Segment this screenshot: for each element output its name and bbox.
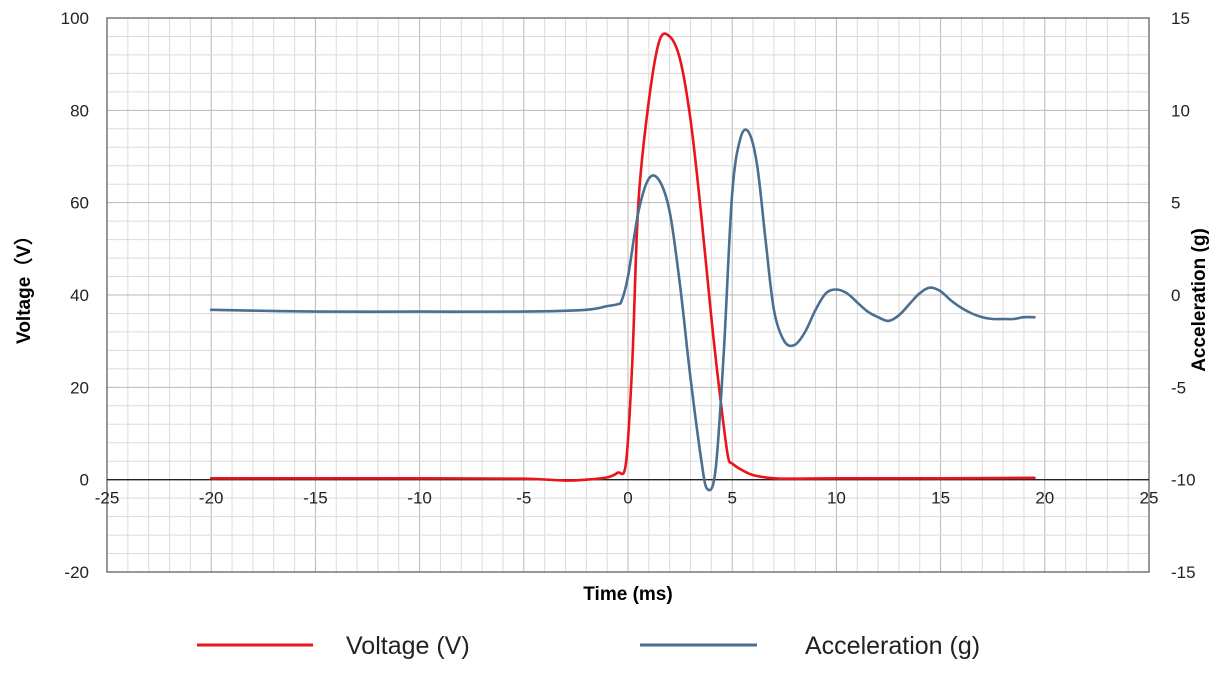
x-tick-label: 25: [1140, 489, 1159, 508]
y-axis-title: Voltage（V）: [12, 226, 35, 344]
series-lines: [209, 32, 1036, 492]
x-tick-label: 20: [1035, 489, 1054, 508]
y-tick-label: 40: [70, 286, 89, 305]
x-tick-label: 15: [931, 489, 950, 508]
y-tick-label: 60: [70, 194, 89, 213]
y2-tick-label: 5: [1171, 194, 1180, 213]
y-tick-labels: -20 0 20 40 60 80 100: [61, 9, 89, 582]
x-axis-title: Time (ms): [583, 584, 672, 605]
plot-area-border: [106, 17, 1150, 573]
x-tick-label: 10: [827, 489, 846, 508]
legend-label-acceleration: Acceleration (g): [805, 632, 980, 660]
legend: Voltage (V) Acceleration (g): [197, 632, 980, 660]
x-tick-label: -20: [199, 489, 224, 508]
series-line-voltage: [209, 32, 1036, 482]
y2-tick-label: 0: [1171, 286, 1180, 305]
y-tick-label: 80: [70, 101, 89, 120]
y-tick-label: 0: [80, 471, 89, 490]
legend-label-voltage: Voltage (V): [346, 632, 470, 660]
x-tick-label: -5: [516, 489, 531, 508]
y2-tick-labels: -15 -10 -5 0 5 10 15: [1171, 9, 1196, 582]
y2-tick-label: -15: [1171, 563, 1196, 582]
y-tick-label: 20: [70, 378, 89, 397]
x-tick-label: -10: [407, 489, 432, 508]
x-tick-label: -25: [95, 489, 120, 508]
y-tick-label: -20: [64, 563, 89, 582]
y2-tick-label: -10: [1171, 471, 1196, 490]
y2-axis-title: Acceleration (g): [1189, 228, 1210, 372]
y2-tick-label: -5: [1171, 378, 1186, 397]
y2-tick-label: 15: [1171, 9, 1190, 28]
y-tick-label: 100: [61, 9, 89, 28]
x-tick-label: -15: [303, 489, 328, 508]
x-tick-labels: -25 -20 -15 -10 -5 0 5 10 15 20 25: [95, 489, 1159, 508]
y2-tick-label: 10: [1171, 101, 1190, 120]
x-tick-label: 0: [623, 489, 632, 508]
x-tick-label: 5: [727, 489, 736, 508]
series-line-acceleration: [209, 128, 1036, 492]
